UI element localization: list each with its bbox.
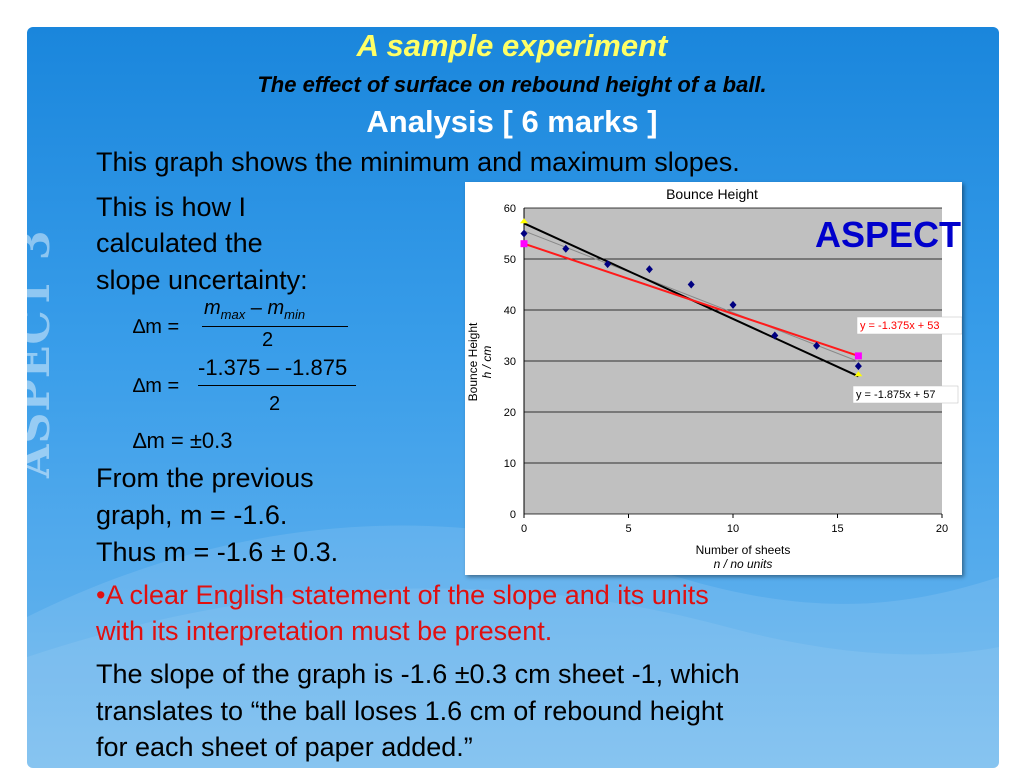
data-point — [729, 300, 737, 309]
chart-svg: Bounce Height 0 10 20 30 40 50 60 0 5 10 15 20 ASPE… — [466, 186, 991, 571]
bullet-statement-2: with its interpretation must be present. — [96, 616, 553, 646]
red-equation-box: y = -1.375x + 53 — [856, 316, 963, 335]
y-tick-label: 0 — [510, 509, 516, 521]
how-text-3: slope uncertainty: — [96, 265, 308, 295]
final-text-3: for each sheet of paper added.” — [96, 732, 473, 762]
formula-dm-1: ∆m = — [133, 316, 180, 338]
how-text-1: This is how I — [96, 192, 247, 222]
data-point — [604, 260, 612, 269]
y-axis-label-2: h / cm — [480, 346, 494, 379]
intro-text: This graph shows the minimum and maximum… — [96, 147, 740, 177]
fraction-bar-2 — [198, 385, 356, 386]
slide-subtitle: The effect of surface on rebound height … — [257, 72, 767, 97]
slide-title: A sample experiment — [356, 28, 668, 63]
formula-denominator-2: 2 — [269, 393, 281, 415]
fraction-bar-1 — [202, 326, 348, 327]
data-point — [854, 362, 862, 371]
trend-line — [523, 230, 859, 362]
x-axis-label-1: Number of sheets — [696, 543, 791, 557]
chart-aspect-label: ASPECT 3 — [815, 214, 962, 255]
data-point — [813, 341, 821, 350]
final-text-2: translates to “the ball loses 1.6 cm of … — [96, 696, 724, 726]
x-tick-label: 15 — [831, 523, 843, 535]
formula-dm-2: ∆m = — [133, 375, 180, 397]
max-slope-endpoint — [854, 371, 863, 377]
data-point — [687, 280, 695, 289]
y-tick-label: 40 — [504, 305, 516, 317]
formula-denominator-1: 2 — [262, 329, 274, 351]
data-point — [645, 265, 653, 274]
thus-text: Thus m = -1.6 ± 0.3. — [96, 537, 339, 567]
bounce-height-chart: Bounce Height 0 10 20 30 40 50 60 0 5 10 15 20 ASPE… — [465, 182, 991, 575]
y-tick-label: 60 — [504, 203, 516, 215]
x-tick-label: 5 — [625, 523, 631, 535]
x-tick-label: 0 — [521, 523, 527, 535]
black-equation: y = -1.875x + 57 — [856, 389, 936, 401]
section-heading: Analysis [ 6 marks ] — [366, 104, 658, 139]
y-tick-label: 30 — [504, 356, 516, 368]
min-slope-endpoint — [854, 352, 862, 360]
formula-numerator-2: -1.375 – -1.875 — [198, 355, 348, 380]
data-point — [771, 331, 779, 340]
min-slope-endpoint — [520, 240, 528, 248]
x-tick-label: 10 — [727, 523, 739, 535]
formula-numerator-1: mmax – mmin — [204, 297, 306, 322]
aspect-side-label: ASPECT 3 — [10, 229, 60, 478]
y-axis-label-1: Bounce Height — [466, 322, 480, 401]
data-point — [562, 244, 570, 253]
from-text-2: graph, m = -1.6. — [96, 500, 288, 530]
background-wave — [27, 525, 999, 768]
data-point — [520, 229, 528, 238]
y-tick-label: 20 — [504, 407, 516, 419]
black-equation-box: y = -1.875x + 57 — [852, 385, 959, 404]
x-tick-label: 20 — [936, 523, 948, 535]
formula-result: ∆m = ±0.3 — [133, 428, 233, 453]
y-tick-label: 10 — [504, 458, 516, 470]
y-tick-label: 50 — [504, 254, 516, 266]
bullet-statement-1: •A clear English statement of the slope … — [96, 580, 709, 610]
final-text-1: The slope of the graph is -1.6 ±0.3 cm s… — [96, 659, 740, 689]
max-slope-endpoint — [520, 218, 528, 224]
x-axis-label-2: n / no units — [714, 557, 773, 571]
how-text-2: calculated the — [96, 228, 263, 258]
chart-title: Bounce Height — [666, 186, 758, 202]
from-text-1: From the previous — [96, 463, 314, 493]
trend-line — [523, 242, 859, 357]
red-equation: y = -1.375x + 53 — [860, 320, 940, 332]
